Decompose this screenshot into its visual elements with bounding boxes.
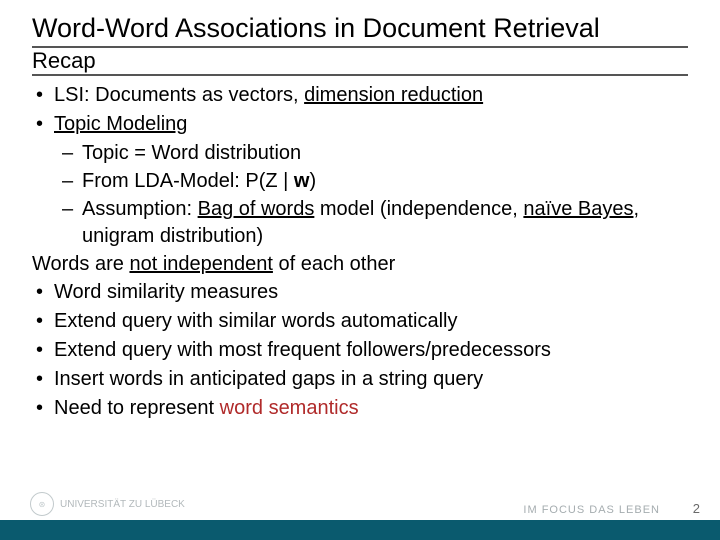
text: Assumption: <box>82 198 198 220</box>
text-highlight: word semantics <box>220 397 359 419</box>
university-seal-icon: ⊛ <box>30 492 54 516</box>
bullet-extend-similar: Extend query with similar words automati… <box>32 308 688 335</box>
bullet-extend-freq: Extend query with most frequent follower… <box>32 337 688 364</box>
text: LSI: Documents as vectors, <box>54 84 304 106</box>
subbullet-assumption: Assumption: Bag of words model (independ… <box>32 196 688 250</box>
slide-subtitle: Recap <box>32 46 688 76</box>
title-line1: Word-Word Associations in Document Retri… <box>32 13 600 43</box>
text-underline: not independent <box>129 253 272 275</box>
subbullet-lda: From LDA-Model: P(Z | w) <box>32 168 688 195</box>
slide-title: Word-Word Associations in Document Retri… <box>32 12 688 44</box>
text: ) <box>309 170 316 192</box>
text: Words are <box>32 253 129 275</box>
text: model (independence, <box>314 198 523 220</box>
text: of each other <box>273 253 395 275</box>
page-number: 2 <box>693 501 700 516</box>
slide-container: Word-Word Associations in Document Retri… <box>0 0 720 422</box>
text-underline: naïve Bayes <box>523 198 633 220</box>
subbullet-topic-dist: Topic = Word distribution <box>32 140 688 167</box>
footer-right-text: IM FOCUS DAS LEBEN <box>523 504 660 516</box>
bullet-insert-gaps: Insert words in anticipated gaps in a st… <box>32 366 688 393</box>
footer-left: ⊛ UNIVERSITÄT ZU LÜBECK <box>30 492 185 516</box>
text-underline: Topic Modeling <box>54 113 187 135</box>
content-body: LSI: Documents as vectors, dimension red… <box>32 82 688 422</box>
bullet-similarity: Word similarity measures <box>32 279 688 306</box>
bullet-topic-modeling: Topic Modeling <box>32 111 688 138</box>
text: From LDA-Model: P(Z | <box>82 170 294 192</box>
text-underline: Bag of words <box>198 198 315 220</box>
text-underline: dimension reduction <box>304 84 483 106</box>
statement-not-independent: Words are not independent of each other <box>32 251 688 278</box>
bottom-accent-bar <box>0 520 720 540</box>
text-bold: w <box>294 170 310 192</box>
bullet-semantics: Need to represent word semantics <box>32 395 688 422</box>
footer-left-text: UNIVERSITÄT ZU LÜBECK <box>60 499 185 510</box>
bullet-lsi: LSI: Documents as vectors, dimension red… <box>32 82 688 109</box>
text: Need to represent <box>54 397 220 419</box>
